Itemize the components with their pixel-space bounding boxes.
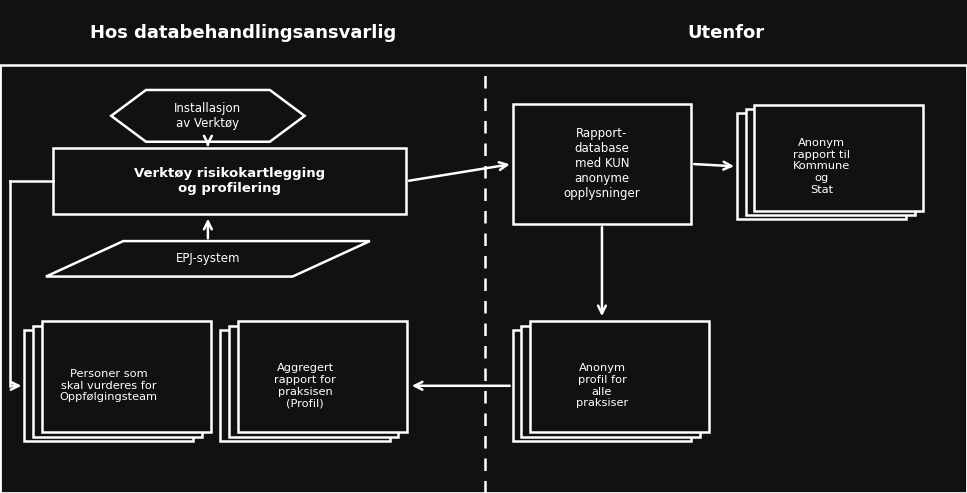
FancyBboxPatch shape (746, 109, 915, 215)
FancyBboxPatch shape (513, 330, 691, 441)
FancyBboxPatch shape (521, 326, 700, 437)
Text: Installasjon
av Verktøy: Installasjon av Verktøy (174, 102, 242, 130)
FancyBboxPatch shape (229, 326, 398, 437)
Text: Utenfor: Utenfor (688, 24, 765, 41)
FancyBboxPatch shape (220, 330, 390, 441)
FancyBboxPatch shape (53, 148, 406, 214)
FancyBboxPatch shape (754, 105, 923, 211)
Text: Rapport-
database
med KUN
anonyme
opplysninger: Rapport- database med KUN anonyme opplys… (564, 127, 640, 201)
Polygon shape (45, 241, 369, 277)
FancyBboxPatch shape (42, 321, 211, 432)
Text: Personer som
skal vurderes for
Oppfølgingsteam: Personer som skal vurderes for Oppfølgin… (60, 369, 158, 402)
FancyBboxPatch shape (24, 330, 193, 441)
Text: Anonym
rapport til
Kommune
og
Stat: Anonym rapport til Kommune og Stat (793, 138, 850, 195)
FancyBboxPatch shape (530, 321, 709, 432)
Text: EPJ-system: EPJ-system (176, 252, 240, 265)
Text: Verktøy risikokartlegging
og profilering: Verktøy risikokartlegging og profilering (134, 167, 325, 195)
FancyBboxPatch shape (33, 326, 202, 437)
Text: Hos databehandlingsansvarlig: Hos databehandlingsansvarlig (90, 24, 396, 41)
Polygon shape (111, 90, 305, 142)
FancyBboxPatch shape (513, 104, 691, 224)
Bar (0, 0, 967, 65)
FancyBboxPatch shape (238, 321, 407, 432)
FancyBboxPatch shape (737, 113, 906, 219)
Text: Aggregert
rapport for
praksisen
(Profil): Aggregert rapport for praksisen (Profil) (275, 363, 336, 408)
Text: Anonym
profil for
alle
praksiser: Anonym profil for alle praksiser (575, 363, 629, 408)
